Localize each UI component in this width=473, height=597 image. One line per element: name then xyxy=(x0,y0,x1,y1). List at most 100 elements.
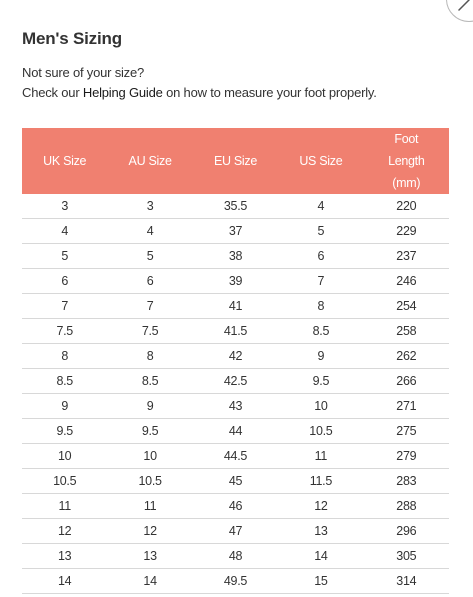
cell-eu-size: 44.5 xyxy=(192,443,279,469)
cell-eu-size: 48 xyxy=(192,543,279,569)
cell-uk-size: 8 xyxy=(22,343,108,369)
cell-au-size: 13 xyxy=(107,543,193,569)
cell-us-size: 13 xyxy=(278,518,364,544)
cell-foot-length: 283 xyxy=(363,468,449,494)
cell-eu-size: 35.5 xyxy=(192,194,279,219)
cell-au-size: 7 xyxy=(107,293,193,319)
cell-uk-size: 10 xyxy=(22,443,108,469)
close-icon xyxy=(458,0,470,11)
cell-us-size: 11 xyxy=(278,443,364,469)
cell-us-size: 10 xyxy=(278,393,364,419)
table-row: 10.5 10.5 45 11.5 283 xyxy=(22,468,449,494)
cell-uk-size: 11 xyxy=(22,493,108,519)
cell-uk-size: 6 xyxy=(22,268,108,294)
cell-au-size: 9.5 xyxy=(107,418,193,444)
cell-uk-size: 3 xyxy=(22,194,108,219)
column-header-eu-size: EU Size xyxy=(192,128,279,194)
cell-us-size: 4 xyxy=(278,194,364,219)
cell-us-size: 12 xyxy=(278,493,364,519)
cell-us-size: 10.5 xyxy=(278,418,364,444)
table-row: 11 11 46 12 288 xyxy=(22,493,449,519)
table-row: 14 14 49.5 15 314 xyxy=(22,568,449,594)
intro-text: Not sure of your size? Check our Helping… xyxy=(22,63,377,103)
cell-foot-length: 246 xyxy=(363,268,449,294)
cell-us-size: 8.5 xyxy=(278,318,364,344)
cell-uk-size: 9 xyxy=(22,393,108,419)
cell-us-size: 8 xyxy=(278,293,364,319)
column-header-us-size: US Size xyxy=(278,128,364,194)
foot-length-header-label: Foot Length (mm) xyxy=(388,132,425,190)
size-table: UK Size AU Size EU Size US Size Foot Len… xyxy=(22,128,449,594)
cell-foot-length: 305 xyxy=(363,543,449,569)
cell-foot-length: 314 xyxy=(363,568,449,594)
cell-foot-length: 262 xyxy=(363,343,449,369)
table-row: 12 12 47 13 296 xyxy=(22,518,449,544)
cell-uk-size: 9.5 xyxy=(22,418,108,444)
cell-foot-length: 258 xyxy=(363,318,449,344)
cell-au-size: 10 xyxy=(107,443,193,469)
cell-uk-size: 7 xyxy=(22,293,108,319)
cell-eu-size: 42.5 xyxy=(192,368,279,394)
cell-au-size: 5 xyxy=(107,243,193,269)
intro-prefix: Check our xyxy=(22,85,83,100)
cell-au-size: 8 xyxy=(107,343,193,369)
cell-foot-length: 275 xyxy=(363,418,449,444)
cell-au-size: 12 xyxy=(107,518,193,544)
column-header-foot-length: Foot Length (mm) xyxy=(363,128,449,194)
cell-eu-size: 46 xyxy=(192,493,279,519)
cell-us-size: 7 xyxy=(278,268,364,294)
cell-au-size: 3 xyxy=(107,194,193,219)
cell-foot-length: 279 xyxy=(363,443,449,469)
cell-us-size: 14 xyxy=(278,543,364,569)
column-header-au-size: AU Size xyxy=(107,128,193,194)
table-row: 5 5 38 6 237 xyxy=(22,243,449,269)
table-row: 4 4 37 5 229 xyxy=(22,218,449,244)
cell-us-size: 11.5 xyxy=(278,468,364,494)
table-row: 6 6 39 7 246 xyxy=(22,268,449,294)
cell-foot-length: 266 xyxy=(363,368,449,394)
cell-eu-size: 37 xyxy=(192,218,279,244)
page-title: Men's Sizing xyxy=(22,29,122,48)
cell-us-size: 9.5 xyxy=(278,368,364,394)
cell-foot-length: 296 xyxy=(363,518,449,544)
cell-us-size: 9 xyxy=(278,343,364,369)
cell-eu-size: 49.5 xyxy=(192,568,279,594)
table-header-row: UK Size AU Size EU Size US Size Foot Len… xyxy=(22,128,449,194)
cell-uk-size: 10.5 xyxy=(22,468,108,494)
cell-eu-size: 41 xyxy=(192,293,279,319)
cell-eu-size: 47 xyxy=(192,518,279,544)
intro-guide-line: Check our Helping Guide on how to measur… xyxy=(22,83,377,103)
cell-uk-size: 13 xyxy=(22,543,108,569)
table-row: 10 10 44.5 11 279 xyxy=(22,443,449,469)
cell-au-size: 14 xyxy=(107,568,193,594)
cell-au-size: 8.5 xyxy=(107,368,193,394)
cell-uk-size: 7.5 xyxy=(22,318,108,344)
cell-eu-size: 45 xyxy=(192,468,279,494)
table-row: 7 7 41 8 254 xyxy=(22,293,449,319)
cell-eu-size: 39 xyxy=(192,268,279,294)
cell-foot-length: 237 xyxy=(363,243,449,269)
intro-question: Not sure of your size? xyxy=(22,65,145,80)
cell-uk-size: 5 xyxy=(22,243,108,269)
table-row: 7.5 7.5 41.5 8.5 258 xyxy=(22,318,449,344)
cell-uk-size: 12 xyxy=(22,518,108,544)
table-row: 3 3 35.5 4 220 xyxy=(22,194,449,219)
cell-au-size: 7.5 xyxy=(107,318,193,344)
cell-foot-length: 220 xyxy=(363,194,449,219)
cell-au-size: 11 xyxy=(107,493,193,519)
cell-foot-length: 288 xyxy=(363,493,449,519)
cell-uk-size: 4 xyxy=(22,218,108,244)
table-row: 8.5 8.5 42.5 9.5 266 xyxy=(22,368,449,394)
cell-au-size: 10.5 xyxy=(107,468,193,494)
table-row: 9 9 43 10 271 xyxy=(22,393,449,419)
cell-foot-length: 229 xyxy=(363,218,449,244)
close-button[interactable] xyxy=(446,0,473,22)
helping-guide-link[interactable]: Helping Guide xyxy=(82,85,163,100)
cell-eu-size: 42 xyxy=(192,343,279,369)
cell-uk-size: 14 xyxy=(22,568,108,594)
intro-suffix: on how to measure your foot properly. xyxy=(162,85,377,100)
cell-uk-size: 8.5 xyxy=(22,368,108,394)
cell-au-size: 4 xyxy=(107,218,193,244)
cell-eu-size: 44 xyxy=(192,418,279,444)
column-header-uk-size: UK Size xyxy=(22,128,108,194)
